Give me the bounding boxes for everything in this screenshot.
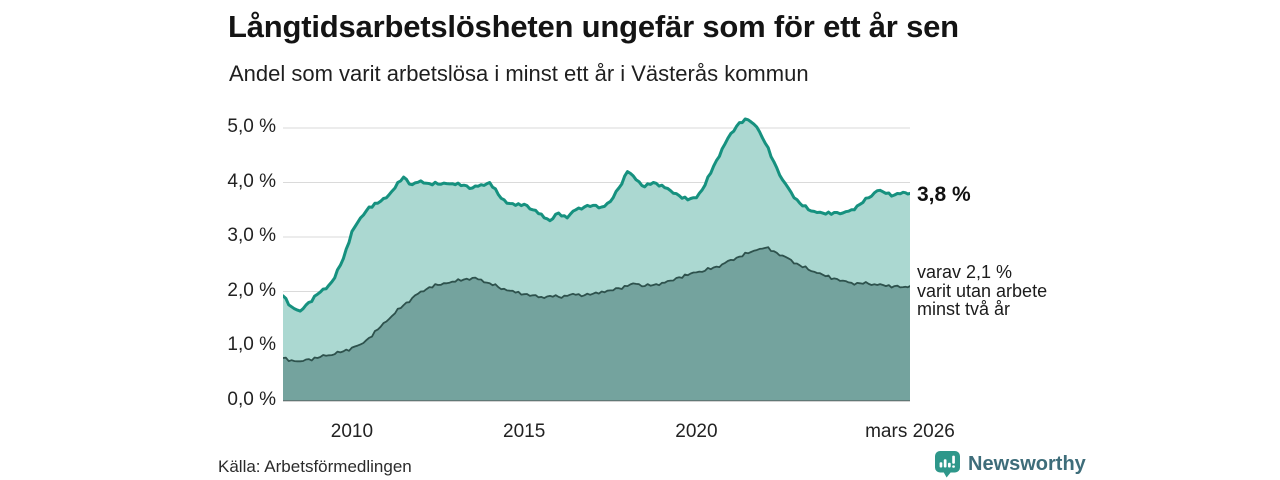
x-tick-label: mars 2026 xyxy=(865,421,955,442)
y-tick-label: 0,0 % xyxy=(227,388,276,410)
y-tick-label: 3,0 % xyxy=(227,225,276,246)
y-tick-label: 1,0 % xyxy=(227,334,276,355)
newsworthy-branding: Newsworthy xyxy=(934,450,1086,478)
total-series-line xyxy=(283,117,910,313)
area-chart-plot xyxy=(283,117,910,402)
y-tick-label: 2,0 % xyxy=(227,279,276,301)
source-label: Källa: Arbetsförmedlingen xyxy=(218,457,412,476)
annotation-line: varit utan arbete xyxy=(917,280,1048,301)
end-value-label-total: 3,8 % xyxy=(917,183,971,206)
annotation-line: varav 2,1 % xyxy=(917,262,1013,282)
end-value-label-secondary: varav 2,1 % varit utan arbete minst två … xyxy=(917,263,1047,319)
x-tick-label: 2015 xyxy=(503,421,546,442)
secondary-series-line xyxy=(283,246,910,363)
newsworthy-chart-bubble-icon xyxy=(935,451,960,478)
annotation-line: minst två år xyxy=(917,299,1011,319)
y-tick-label: 4,0 % xyxy=(227,170,276,192)
page-title: Långtidsarbetslösheten ungefär som för e… xyxy=(228,9,959,44)
y-tick-label: 5,0 % xyxy=(227,116,276,137)
brand-name: Newsworthy xyxy=(968,452,1086,475)
x-tick-label: 2010 xyxy=(330,421,374,442)
chart-subtitle: Andel som varit arbetslösa i minst ett å… xyxy=(229,61,809,86)
x-tick-label: 2020 xyxy=(675,421,718,442)
